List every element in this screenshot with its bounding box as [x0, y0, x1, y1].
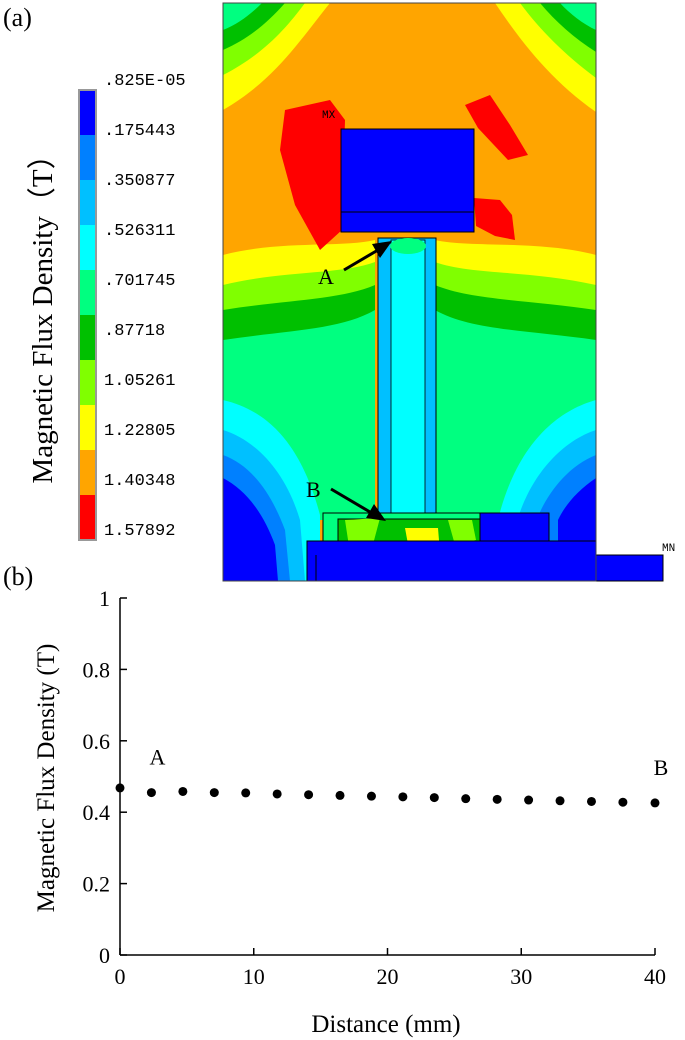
contour-plot: MX MN A B	[222, 2, 675, 582]
data-point	[586, 796, 596, 806]
data-point	[335, 790, 345, 800]
point-b-label: B	[306, 477, 321, 502]
data-point	[241, 788, 251, 798]
contour-field	[223, 3, 596, 581]
yoke-block	[340, 128, 475, 233]
point-a-label: A	[318, 264, 334, 289]
colorbar-swatches	[78, 89, 97, 541]
point-a-arrow	[343, 241, 392, 272]
data-point	[272, 789, 282, 799]
chart-annotation-b: B	[654, 755, 669, 780]
x-ticks: 0 10 20 30 40	[115, 948, 666, 989]
base-plate-right	[479, 512, 550, 542]
y-ticks: 0 0.2 0.4 0.6 0.8 1	[83, 586, 127, 968]
chart-annotation-a: A	[149, 745, 165, 770]
panel-a: (a) .825E-05 .175443 .350877 .526311 .701745…	[3, 2, 675, 582]
contour-band-top-left-teal	[223, 3, 262, 30]
y-tick-label: 0.8	[83, 657, 111, 682]
max-marker: MX	[322, 110, 336, 122]
contour-band-bottom-left-blue	[223, 478, 278, 581]
y-tick-label: 0.6	[83, 729, 111, 754]
colorbar-swatch-10	[79, 495, 96, 540]
bottom-base-extension	[595, 554, 664, 582]
data-point	[209, 788, 219, 798]
contour-max-right-top	[465, 95, 528, 160]
colorbar-level-label: .175443	[104, 122, 175, 141]
stem-core	[390, 239, 426, 519]
colorbar-frame	[78, 89, 97, 541]
data-point	[650, 798, 660, 808]
data-point	[461, 794, 471, 804]
data-points	[115, 783, 660, 808]
contour-border	[222, 2, 597, 582]
colorbar-swatch-8	[79, 405, 96, 450]
min-marker: MN	[662, 543, 675, 555]
colorbar-swatch-6	[79, 315, 96, 360]
colorbar-level-label: 1.22805	[104, 422, 175, 441]
y-tick-label: 0.4	[83, 800, 111, 825]
colorbar: .825E-05 .175443 .350877 .526311 .701745 .877…	[27, 72, 186, 541]
colorbar-level-label: .350877	[104, 172, 175, 191]
colorbar-swatch-3	[79, 180, 96, 225]
data-point	[146, 788, 156, 798]
contour-max-left	[280, 100, 345, 250]
colorbar-swatch-7	[79, 360, 96, 405]
colorbar-level-label: 1.57892	[104, 522, 175, 541]
x-tick-label: 10	[243, 964, 265, 989]
y-tick-label: 0.2	[83, 872, 111, 897]
y-tick-label: 1	[99, 586, 110, 611]
panel-a-label: (a)	[3, 3, 32, 32]
colorbar-level-label: .526311	[104, 222, 175, 241]
data-point	[115, 783, 125, 793]
stem-top-spot	[390, 238, 426, 254]
colorbar-title: Magnetic Flux Density（T）	[27, 140, 59, 483]
data-point	[366, 791, 376, 801]
base-spot-3	[448, 520, 476, 545]
x-axis-label: Distance (mm)	[311, 1011, 460, 1038]
colorbar-level-label: 1.05261	[104, 372, 175, 391]
bottom-base	[306, 540, 596, 581]
colorbar-swatch-1	[79, 90, 96, 135]
x-tick-label: 0	[115, 964, 126, 989]
data-point	[555, 796, 565, 806]
x-tick-label: 30	[510, 964, 532, 989]
colorbar-level-label: .825E-05	[104, 72, 186, 91]
colorbar-swatch-4	[79, 225, 96, 270]
data-point	[429, 793, 439, 803]
contour-max-right-bottom	[474, 198, 515, 240]
data-point	[398, 792, 408, 802]
colorbar-swatch-5	[79, 270, 96, 315]
data-point	[524, 795, 534, 805]
colorbar-swatch-9	[79, 450, 96, 495]
colorbar-level-label: .701745	[104, 272, 175, 291]
x-tick-label: 20	[377, 964, 399, 989]
colorbar-level-label: .87718	[104, 322, 165, 341]
y-tick-label: 0	[99, 943, 110, 968]
point-b-arrow	[330, 487, 386, 521]
data-point	[492, 794, 502, 804]
y-axis-label: Magnetic Flux Density (T)	[33, 644, 60, 913]
data-point	[304, 790, 314, 800]
data-point	[178, 786, 188, 796]
contour-band-top-right-teal	[560, 3, 596, 30]
x-tick-label: 40	[644, 964, 666, 989]
colorbar-swatch-2	[79, 135, 96, 180]
data-point	[618, 797, 628, 807]
colorbar-labels: .825E-05 .175443 .350877 .526311 .701745 .877…	[104, 72, 186, 541]
colorbar-level-label: 1.40348	[104, 472, 175, 491]
panel-b-label: (b)	[3, 562, 33, 591]
